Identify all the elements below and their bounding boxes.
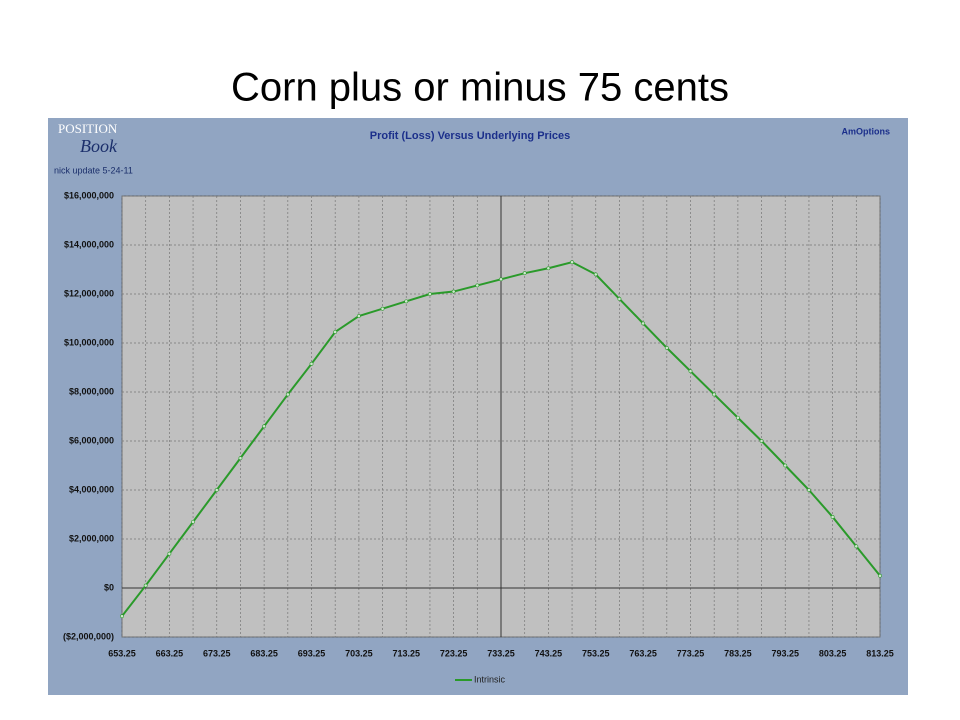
- brand: AmOptions: [842, 126, 891, 136]
- data-point: [570, 260, 574, 265]
- data-point: [878, 573, 882, 578]
- data-point: [214, 488, 219, 492]
- data-point: [593, 272, 598, 277]
- x-tick-label: 673.25: [203, 648, 231, 658]
- y-tick-label: $0: [104, 582, 114, 592]
- data-point: [475, 283, 480, 288]
- y-tick-label: ($2,000,000): [63, 631, 114, 641]
- data-point: [712, 392, 717, 397]
- x-tick-label: 783.25: [724, 648, 752, 658]
- x-tick-label: 723.25: [440, 648, 468, 658]
- data-point: [167, 551, 172, 556]
- x-tick-label: 683.25: [250, 648, 278, 658]
- data-point: [404, 299, 409, 304]
- x-tick-label: 753.25: [582, 648, 610, 658]
- data-point: [262, 424, 267, 429]
- data-point: [854, 544, 859, 549]
- data-point: [807, 488, 811, 492]
- x-tick-label: 663.25: [156, 648, 184, 658]
- logo-top: POSITION: [58, 121, 118, 136]
- y-tick-label: $8,000,000: [69, 386, 114, 396]
- data-point: [309, 361, 314, 366]
- y-tick-label: $12,000,000: [64, 288, 114, 298]
- x-tick-label: 793.25: [771, 648, 799, 658]
- y-tick-label: $14,000,000: [64, 239, 114, 249]
- x-tick-label: 763.25: [629, 648, 657, 658]
- x-tick-label: 803.25: [819, 648, 847, 658]
- data-point: [380, 306, 385, 311]
- data-point: [783, 463, 788, 468]
- x-tick-label: 813.25: [866, 648, 894, 658]
- data-point: [285, 392, 290, 397]
- data-point: [143, 583, 148, 588]
- y-tick-label: $4,000,000: [69, 484, 114, 494]
- x-tick-label: 693.25: [298, 648, 326, 658]
- legend-label: Intrinsic: [474, 674, 506, 684]
- data-point: [499, 277, 503, 282]
- x-tick-label: 773.25: [677, 648, 705, 658]
- data-point: [428, 292, 432, 296]
- chart-title: Profit (Loss) Versus Underlying Prices: [370, 130, 571, 142]
- y-tick-label: $16,000,000: [64, 190, 114, 200]
- data-point: [451, 289, 456, 294]
- data-point: [546, 266, 551, 271]
- data-point: [641, 321, 646, 326]
- data-point: [120, 614, 124, 619]
- y-tick-label: $6,000,000: [69, 435, 114, 445]
- data-point: [830, 515, 835, 519]
- y-tick-label: $10,000,000: [64, 337, 114, 347]
- note: nick update 5-24-11: [54, 165, 133, 175]
- x-tick-label: 713.25: [392, 648, 420, 658]
- data-point: [238, 456, 243, 461]
- data-point: [759, 439, 764, 443]
- data-point: [522, 271, 527, 276]
- x-tick-label: 653.25: [108, 648, 136, 658]
- x-tick-label: 733.25: [487, 648, 515, 658]
- data-point: [333, 330, 338, 334]
- data-point: [191, 519, 195, 524]
- data-point: [688, 369, 693, 374]
- data-point: [356, 314, 361, 318]
- x-tick-label: 703.25: [345, 648, 373, 658]
- y-tick-label: $2,000,000: [69, 533, 114, 543]
- logo-bottom: Book: [80, 136, 118, 156]
- data-point: [617, 296, 622, 301]
- data-point: [664, 345, 669, 350]
- data-point: [735, 415, 740, 420]
- slide-title: Corn plus or minus 75 cents: [231, 66, 729, 110]
- x-tick-label: 743.25: [535, 648, 563, 658]
